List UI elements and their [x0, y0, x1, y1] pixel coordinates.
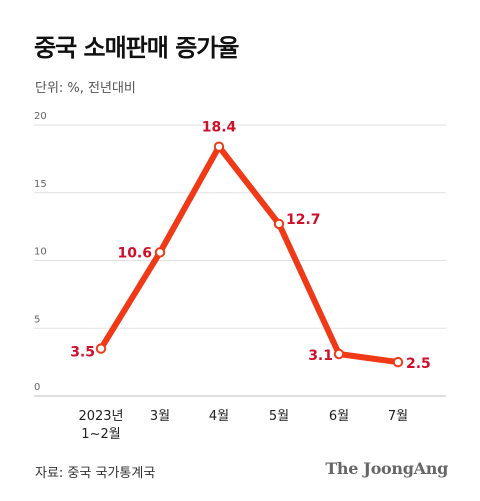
x-tick-label: 6월 — [329, 409, 349, 424]
x-tick-label: 7월 — [388, 409, 408, 424]
y-tick-label: 5 — [34, 314, 40, 325]
x-tick-label: 2023년 1~2월 — [78, 409, 123, 442]
data-point — [273, 218, 285, 230]
data-label: 18.4 — [202, 120, 237, 136]
y-tick-label: 10 — [34, 247, 47, 258]
data-label: 10.6 — [117, 245, 152, 261]
x-tick-label: 4월 — [209, 409, 229, 424]
data-point — [333, 348, 345, 360]
data-point — [95, 343, 107, 354]
data-point — [154, 247, 166, 258]
unit-label: 단위: %, 전년대비 — [35, 81, 136, 96]
x-tick-label: 3월 — [150, 409, 170, 424]
brand-logo: The JoongAng — [325, 459, 448, 478]
chart-title: 중국 소매판매 증가율 — [34, 34, 239, 62]
source-note: 자료: 중국 국가통계국 — [35, 466, 156, 481]
y-tick-label: 0 — [34, 382, 40, 393]
series-line — [98, 143, 401, 366]
x-tick-label: 5월 — [269, 409, 289, 424]
y-tick-label: 15 — [34, 179, 47, 190]
y-tick-label: 20 — [34, 111, 47, 122]
data-point — [213, 141, 225, 152]
data-label: 3.1 — [308, 348, 333, 364]
data-label: 2.5 — [406, 356, 431, 372]
data-label: 12.7 — [286, 212, 321, 228]
data-point — [392, 356, 404, 368]
data-label: 3.5 — [70, 345, 95, 361]
